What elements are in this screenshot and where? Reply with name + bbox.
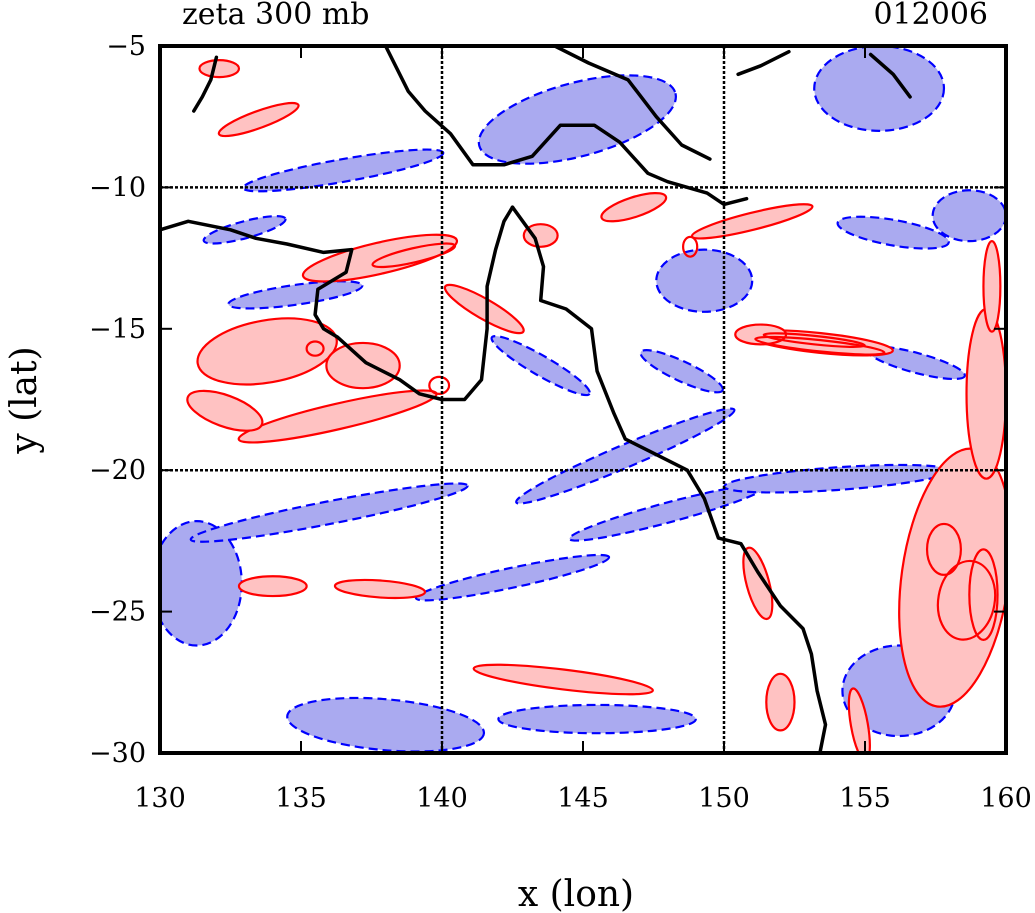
chart-stamp: 012006 [873,0,988,32]
negative-vorticity-region-17 [497,703,697,735]
positive-vorticity-region-22 [522,223,559,248]
y-tick-label: −30 [89,738,146,769]
coastline-layer [160,46,912,753]
coastline-island-top-left [192,55,219,113]
y-tick-label: −5 [106,31,146,62]
positive-vorticity-region-19 [765,672,796,732]
negative-vorticity-region-15 [414,553,611,602]
coastline-new-guinea-north [553,46,712,161]
y-axis-ticks: −5 −10 −15 −20 −25 −30 [89,31,1006,769]
negative-vorticity-region-10 [655,248,754,313]
negative-vorticity-region-7 [515,407,736,505]
x-tick-label: 140 [416,783,468,814]
coastline-island-top-right [736,49,791,77]
y-tick-label: −15 [89,314,146,345]
x-tick-label: 135 [275,783,327,814]
negative-vorticity-region-3 [813,46,946,132]
plot-content [160,46,1006,753]
x-tick-label: 160 [980,783,1032,814]
positive-vorticity-contour-9 [682,235,699,258]
negative-vorticity-region-6 [189,482,469,543]
y-tick-label: −20 [89,455,146,486]
positive-vorticity-contour-2 [968,548,999,641]
x-axis-label: x (lon) [518,874,634,913]
positive-vorticity-contour-3 [925,522,962,576]
y-tick-label: −10 [89,172,146,203]
positive-vorticity-region-5 [196,317,338,386]
positive-vorticity-contour-7 [428,375,451,395]
positive-vorticity-layer [186,59,1006,753]
negative-vorticity-region-2 [286,696,486,753]
positive-vorticity-region-3 [982,240,1002,333]
positive-vorticity-contour-5 [762,332,866,348]
positive-vorticity-region-17 [742,546,774,621]
positive-vorticity-contour-8 [371,242,457,269]
coastline-new-guinea-south [383,46,749,207]
coastline-east-coast [510,205,828,753]
positive-vorticity-contour-4 [754,335,886,356]
x-axis-ticks: 130 135 140 145 150 155 160 [134,46,1032,814]
grid-layer [160,46,1006,753]
x-tick-label: 130 [134,783,186,814]
x-tick-label: 155 [839,783,891,814]
chart-title: zeta 300 mb [182,0,370,32]
coastline-island-far-right [868,52,912,99]
positive-vorticity-region-10 [333,578,427,600]
x-tick-label: 150 [698,783,750,814]
negative-vorticity-region-14 [931,189,1006,243]
positive-vorticity-region-20 [443,283,525,335]
positive-vorticity-region-14 [600,192,668,223]
positive-vorticity-region-8 [186,389,264,432]
coastline-gulf-west-coast [160,205,515,402]
y-axis-label: y (lat) [4,346,45,454]
positive-vorticity-region-16 [217,101,300,138]
positive-vorticity-region-2 [965,307,1006,480]
negative-vorticity-region-20 [202,215,287,245]
positive-vorticity-region-9 [237,575,308,598]
negative-vorticity-region-11 [242,148,445,193]
positive-vorticity-contour-6 [305,340,325,357]
negative-vorticity-layer [160,46,1006,753]
positive-vorticity-region-7 [325,341,401,390]
positive-vorticity-region-21 [198,59,241,79]
negative-vorticity-region-19 [639,349,724,394]
x-tick-label: 145 [557,783,609,814]
y-tick-label: −25 [89,597,146,628]
plot-background [160,46,1006,753]
negative-vorticity-region-16 [227,280,364,310]
negative-vorticity-region-13 [836,215,950,250]
positive-vorticity-region-15 [472,663,654,696]
